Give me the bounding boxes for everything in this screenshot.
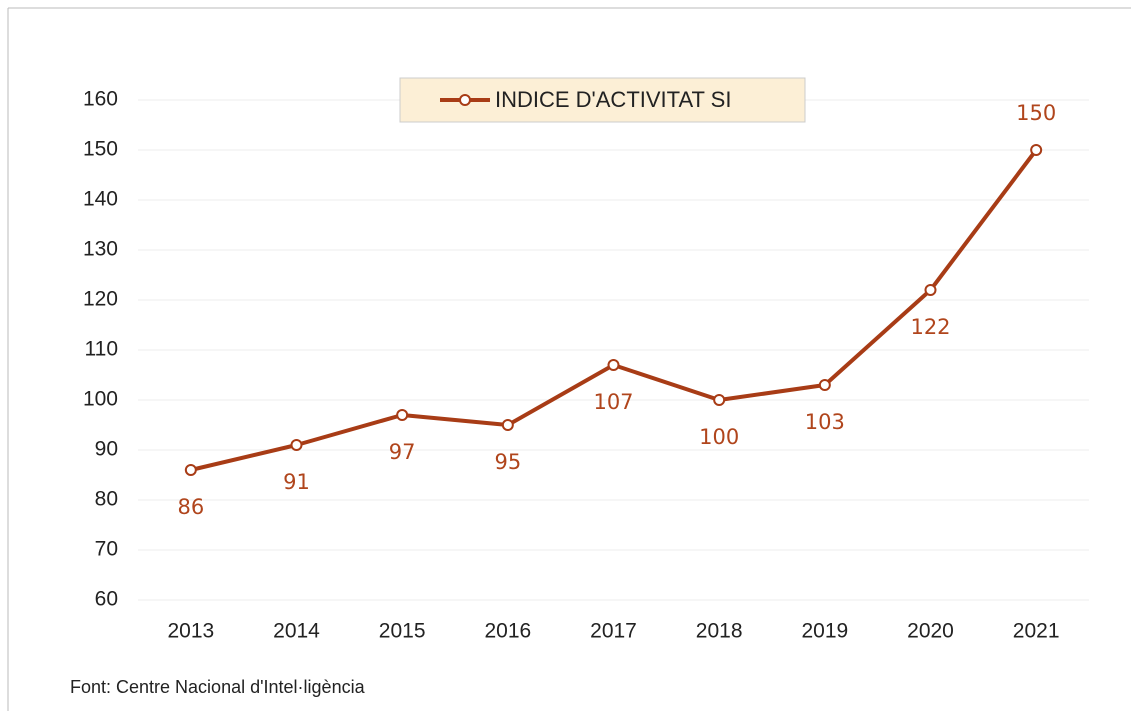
- x-tick-label: 2018: [696, 620, 743, 643]
- x-tick-label: 2014: [273, 620, 320, 643]
- y-tick-label: 130: [83, 238, 118, 261]
- value-label: 95: [494, 450, 521, 474]
- value-label: 107: [593, 390, 633, 414]
- plot: 86 91 97 95 107 100 103 122 150: [177, 101, 1056, 519]
- value-label: 86: [177, 495, 204, 519]
- point: [713, 394, 726, 406]
- y-tick-label: 60: [95, 588, 118, 611]
- x-tick-label: 2019: [801, 620, 848, 643]
- y-tick-label: 140: [83, 188, 118, 211]
- y-tick-label: 150: [83, 138, 118, 161]
- source: Font: Centre Nacional d'Intel·ligència: [70, 677, 366, 697]
- value-label: 122: [910, 315, 950, 339]
- legend: INDICE D'ACTIVITAT SI: [399, 77, 806, 123]
- value-label: 150: [1016, 101, 1056, 125]
- series-line: [190, 148, 1038, 472]
- y-tick-label: 90: [95, 438, 118, 461]
- value-label: 97: [389, 440, 416, 464]
- y-tick-label: 110: [85, 338, 118, 361]
- point: [1030, 144, 1043, 156]
- value-label: 100: [699, 425, 739, 449]
- legend-label: INDICE D'ACTIVITAT SI: [495, 87, 731, 112]
- point: [607, 359, 620, 371]
- point: [290, 439, 303, 451]
- point: [396, 409, 409, 421]
- y-tick-label: 70: [95, 538, 118, 561]
- point: [501, 419, 514, 431]
- point: [818, 379, 831, 391]
- point: [184, 464, 197, 476]
- y-tick-label: 100: [83, 388, 118, 411]
- y-tick-label: 80: [95, 488, 118, 511]
- y-tick-label: 120: [83, 288, 118, 311]
- value-label: 91: [283, 470, 310, 494]
- legend-marker: [459, 94, 471, 106]
- x-tick-label: 2021: [1013, 620, 1060, 643]
- x-tick-label: 2016: [484, 620, 531, 643]
- x-tick-label: 2013: [167, 620, 214, 643]
- grid: [138, 99, 1089, 601]
- x-tick-label: 2015: [379, 620, 426, 643]
- x-tick-label: 2017: [590, 620, 637, 643]
- value-label: 103: [805, 410, 845, 434]
- point: [924, 284, 937, 296]
- y-tick-label: 160: [83, 88, 118, 111]
- x-tick-label: 2020: [907, 620, 954, 643]
